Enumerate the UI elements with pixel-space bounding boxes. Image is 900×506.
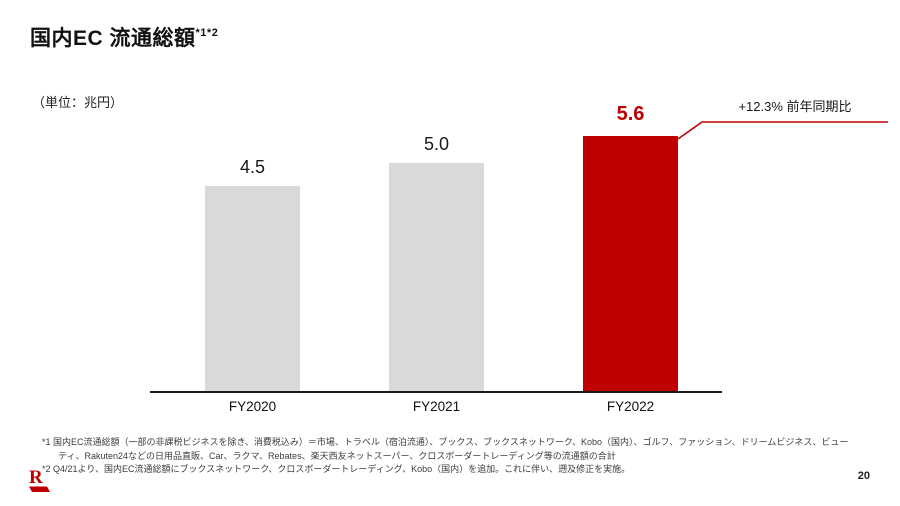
- yoy-annotation-label: +12.3% 前年同期比: [738, 99, 852, 114]
- title-footnote-marker: *1*2: [195, 27, 219, 39]
- bar-fy2022: 5.6: [583, 103, 678, 391]
- bar: [389, 163, 484, 391]
- unit-label: （単位：兆円）: [32, 95, 124, 110]
- bar-fy2021: 5.0: [389, 134, 484, 391]
- bar-chart: 4.5 5.0 5.6 FY2020 FY2021 FY2022: [150, 103, 722, 414]
- page-title: 国内EC 流通総額*1*2: [30, 22, 218, 52]
- bar-value-label: 5.6: [616, 103, 645, 125]
- x-axis-label-fy2022: FY2022: [606, 399, 655, 414]
- bar-fy2020: 4.5: [205, 157, 300, 391]
- bar-value-label: 4.5: [239, 157, 266, 177]
- page-title-text: 国内EC 流通総額: [30, 27, 196, 50]
- footnotes: *1 国内EC流通総額（一部の非課税ビジネスを除き、消費税込み）＝市場、トラベル…: [42, 436, 854, 477]
- bar: [583, 136, 678, 391]
- rakuten-logo: R: [29, 467, 50, 492]
- footnote-2: *2 Q4/21より、国内EC流通総額にブックスネットワーク、クロスボーダートレ…: [42, 464, 631, 474]
- page-number: 20: [857, 470, 870, 482]
- bar: [205, 186, 300, 391]
- x-axis-label-fy2020: FY2020: [228, 399, 277, 414]
- x-axis-label-fy2021: FY2021: [412, 399, 461, 414]
- svg-text:R: R: [29, 467, 43, 488]
- bar-value-label: 5.0: [423, 134, 450, 154]
- footnote-1: *1 国内EC流通総額（一部の非課税ビジネスを除き、消費税込み）＝市場、トラベル…: [42, 437, 849, 461]
- yoy-annotation-line: [677, 121, 888, 140]
